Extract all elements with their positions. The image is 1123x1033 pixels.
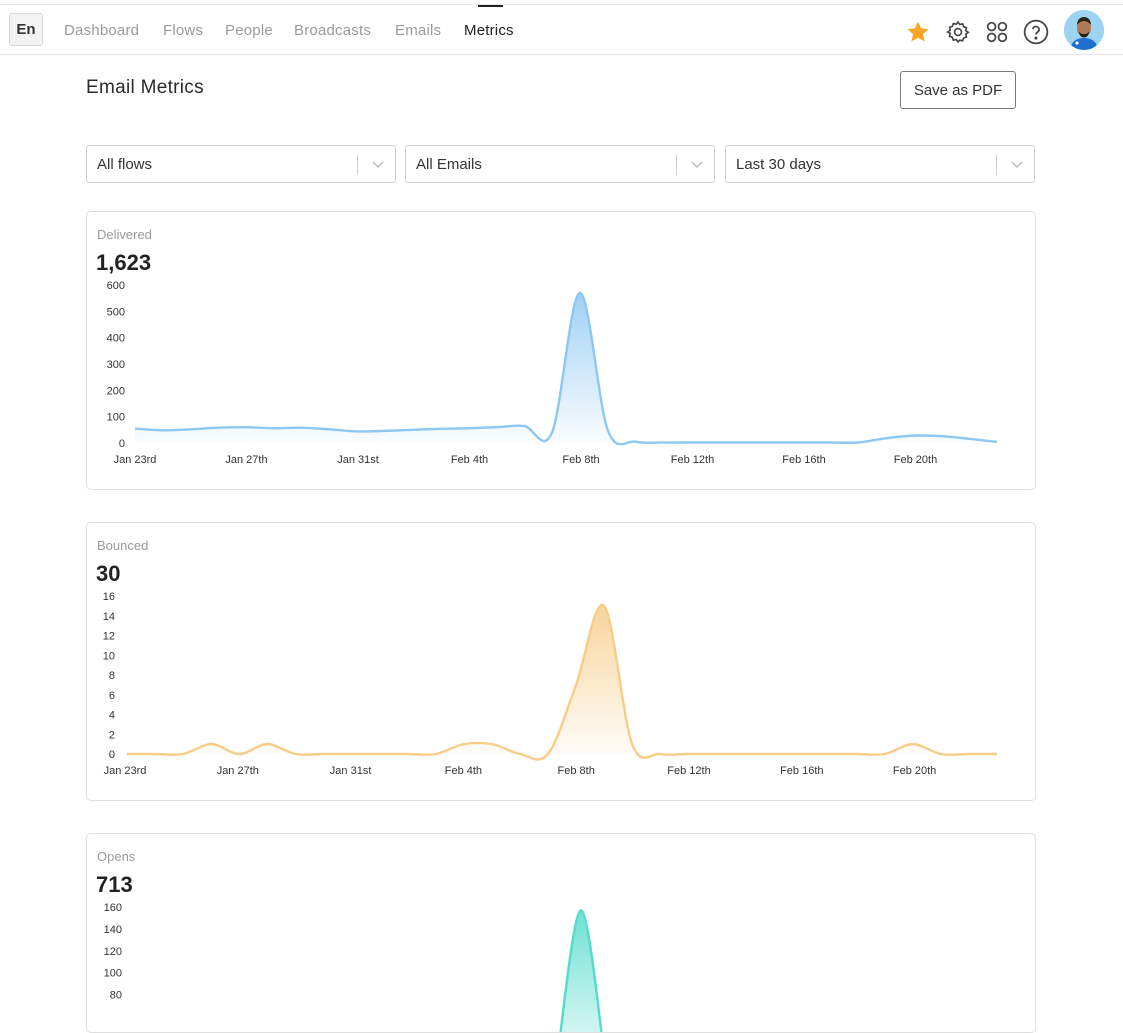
delivered-area	[135, 292, 997, 445]
x-axis-tick-label: Jan 31st	[337, 454, 379, 466]
y-axis-tick-label: 0	[109, 749, 115, 761]
x-axis-tick-label: Feb 4th	[451, 454, 488, 466]
select-separator	[676, 155, 677, 175]
y-axis-tick-label: 400	[107, 333, 125, 345]
y-axis-tick-label: 200	[107, 385, 125, 397]
email-filter-select[interactable]: All Emails	[405, 145, 715, 183]
y-axis-tick-label: 300	[107, 359, 125, 371]
email-filter-value: All Emails	[416, 156, 482, 173]
metric-value: 1,623	[96, 250, 152, 275]
top-navigation-bar: En Dashboard Flows People Broadcasts Ema…	[0, 0, 1123, 55]
metric-value: 713	[96, 872, 133, 897]
bounced-card: Bounced 30 0 2 4 6 8 10 12 14 16 Jan 23rd Jan 27th…	[86, 522, 1036, 801]
nav-flows[interactable]: Flows	[163, 22, 204, 39]
y-axis-tick-label: 12	[103, 631, 115, 643]
x-axis-tick-label: Feb 20th	[894, 454, 937, 466]
metric-label: Opens	[97, 849, 136, 864]
top-divider	[0, 4, 1123, 5]
y-axis-tick-label: 6	[109, 690, 115, 702]
y-axis-tick-label: 10	[103, 650, 115, 662]
y-axis-tick-label: 2	[109, 729, 115, 741]
y-axis-tick-label: 100	[107, 412, 125, 424]
opens-card: Opens 713 80 100 120 140 160	[86, 833, 1036, 1033]
nav-broadcasts[interactable]: Broadcasts	[294, 22, 372, 39]
delivered-chart: 0 100 200 300 400 500 600 Jan 23rd Jan 27th Jan 3…	[107, 280, 998, 466]
nav-emails[interactable]: Emails	[395, 22, 442, 39]
x-axis-tick-label: Jan 27th	[225, 454, 267, 466]
select-separator	[996, 155, 997, 175]
x-axis-tick-label: Feb 16th	[782, 454, 825, 466]
chevron-down-icon	[1010, 157, 1024, 176]
metric-label: Delivered	[97, 227, 152, 242]
opens-area	[560, 910, 602, 1032]
x-axis-tick-label: Jan 23rd	[114, 454, 157, 466]
y-axis-tick-label: 0	[119, 438, 125, 450]
x-axis-tick-label: Jan 31st	[330, 765, 372, 777]
nav-people[interactable]: People	[225, 22, 273, 39]
opens-chart: 80 100 120 140 160	[104, 902, 603, 1032]
gear-icon[interactable]	[944, 18, 972, 46]
save-as-pdf-button[interactable]: Save as PDF	[900, 71, 1016, 109]
x-axis-tick-label: Feb 8th	[558, 765, 595, 777]
x-axis-tick-label: Jan 27th	[217, 765, 259, 777]
flow-filter-value: All flows	[97, 156, 153, 173]
x-axis-tick-label: Feb 8th	[562, 454, 599, 466]
y-axis-tick-label: 100	[104, 968, 122, 980]
bounced-chart: 0 2 4 6 8 10 12 14 16 Jan 23rd Jan 27th Jan 31st Feb…	[103, 591, 997, 777]
bounced-line	[127, 603, 997, 761]
apps-grid-icon[interactable]	[983, 18, 1011, 46]
date-range-select[interactable]: Last 30 days	[725, 145, 1035, 183]
page-title: Email Metrics	[86, 77, 204, 98]
nav-dashboard[interactable]: Dashboard	[64, 22, 140, 39]
delivered-line	[134, 291, 998, 446]
y-axis-tick-label: 160	[104, 902, 122, 914]
star-icon[interactable]	[904, 18, 932, 46]
chevron-down-icon	[690, 157, 704, 176]
metric-label: Bounced	[97, 538, 149, 553]
active-tab-indicator	[478, 5, 503, 7]
y-axis-tick-label: 8	[109, 670, 115, 682]
x-axis-tick-label: Jan 23rd	[104, 765, 147, 777]
x-axis-tick-label: Feb 4th	[445, 765, 482, 777]
x-axis-tick-label: Feb 16th	[780, 765, 823, 777]
x-axis-tick-label: Feb 20th	[893, 765, 936, 777]
y-axis-tick-label: 120	[104, 946, 122, 958]
select-separator	[357, 155, 358, 175]
chevron-down-icon	[371, 157, 385, 176]
bounced-area	[127, 604, 997, 760]
y-axis-tick-label: 16	[103, 591, 115, 603]
y-axis-tick-label: 14	[103, 611, 115, 623]
metric-value: 30	[96, 561, 121, 586]
y-axis-tick-label: 4	[109, 710, 115, 722]
delivered-card: Delivered 1,623 0 100 200 300 400 500 600 Jan 2…	[86, 211, 1036, 490]
y-axis-tick-label: 600	[107, 280, 125, 292]
flow-filter-select[interactable]: All flows	[86, 145, 396, 183]
date-range-value: Last 30 days	[736, 156, 822, 173]
user-avatar[interactable]	[1064, 10, 1104, 50]
y-axis-tick-label: 140	[104, 924, 122, 936]
help-icon[interactable]	[1022, 18, 1050, 46]
x-axis-tick-label: Feb 12th	[667, 765, 710, 777]
x-axis-tick-label: Feb 12th	[671, 454, 714, 466]
y-axis-tick-label: 80	[110, 990, 122, 1002]
y-axis-tick-label: 500	[107, 306, 125, 318]
nav-metrics[interactable]: Metrics	[464, 22, 514, 39]
language-switcher[interactable]: En	[9, 13, 43, 46]
